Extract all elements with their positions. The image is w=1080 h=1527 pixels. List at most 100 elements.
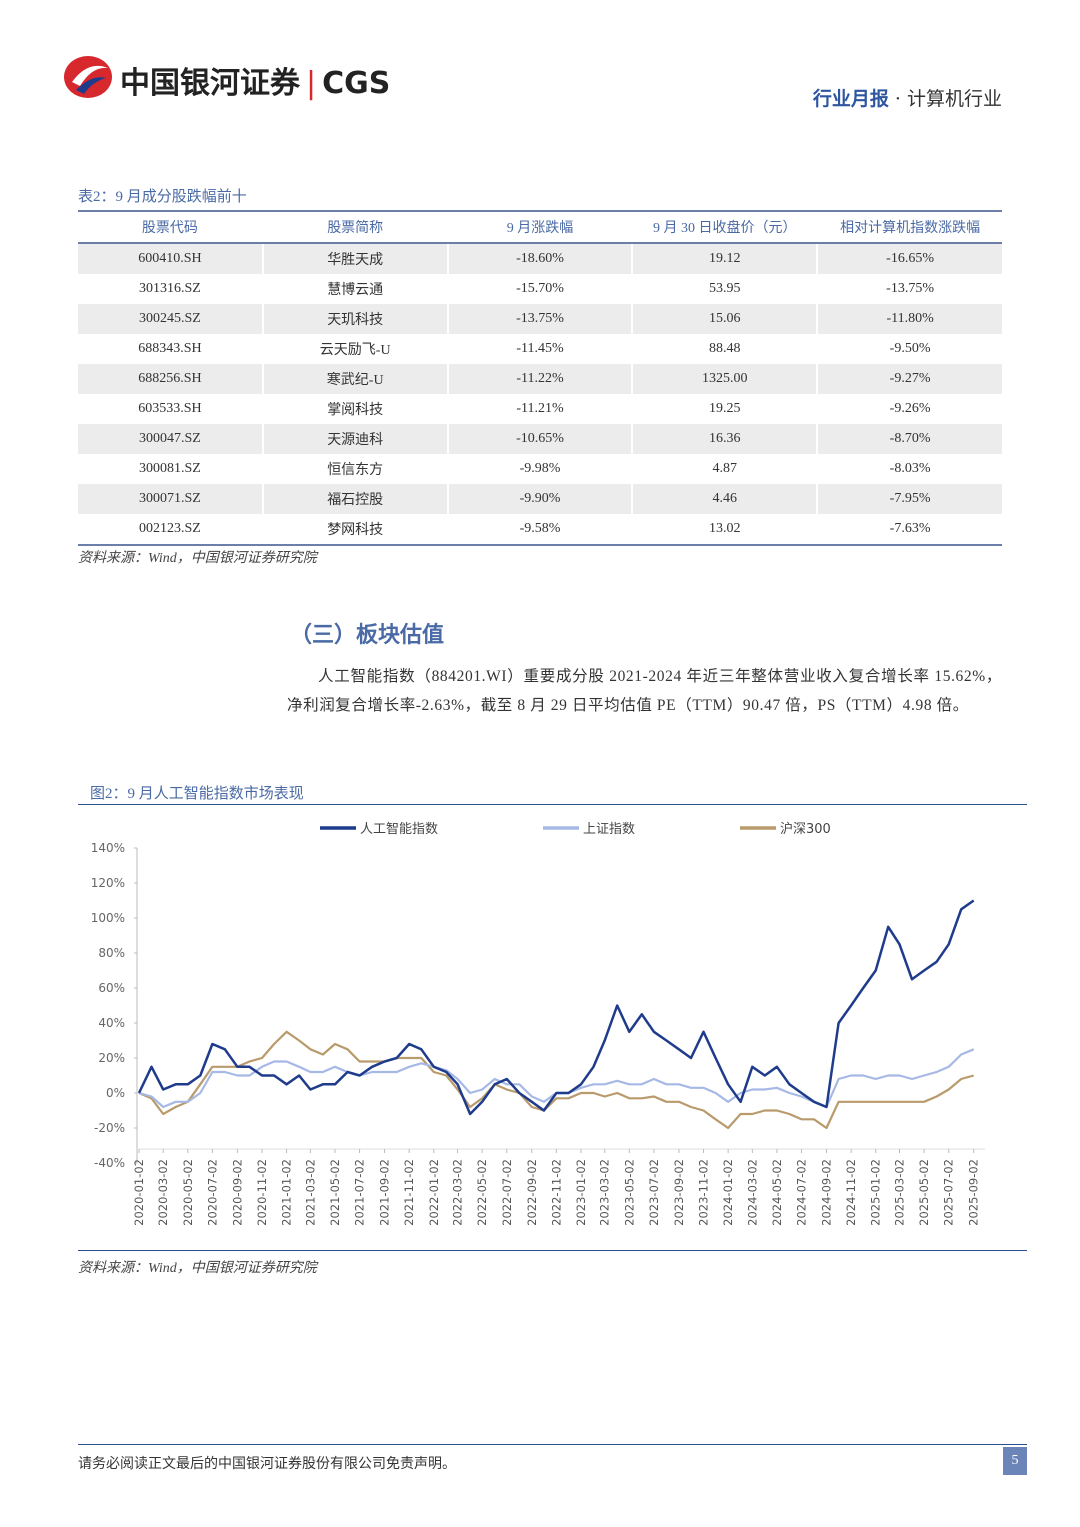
rule <box>78 1444 1027 1445</box>
chart-source: 资料来源：Wind，中国银河证券研究院 <box>78 1261 317 1276</box>
cell: 福石控股 <box>261 484 448 514</box>
row: 603533.SH 掌阅科技 -11.21% 19.25 -9.26% <box>78 394 1002 424</box>
cell: 慧博云通 <box>261 274 448 304</box>
cell: -11.21% <box>446 394 633 424</box>
x-tick-label: 2022-07-02 <box>500 1159 514 1226</box>
x-tick-label: 2023-07-02 <box>647 1159 661 1226</box>
cell: -11.45% <box>446 334 633 364</box>
cell: 4.87 <box>631 454 818 484</box>
disclaimer: 请务必阅读正文最后的中国银河证券股份有限公司免责声明。 <box>78 1457 456 1472</box>
row: 600410.SH 华胜天成 -18.60% 19.12 -16.65% <box>78 243 1002 274</box>
row: 301316.SZ 慧博云通 -15.70% 53.95 -13.75% <box>78 274 1002 304</box>
cell: 300071.SZ <box>78 484 263 514</box>
cell: 600410.SH <box>78 243 263 274</box>
x-tick-label: 2023-09-02 <box>672 1159 686 1226</box>
cell: 19.25 <box>631 394 818 424</box>
chart-title: 图2：9 月人工智能指数市场表现 <box>90 786 304 802</box>
cell: -15.70% <box>446 274 633 304</box>
x-tick-label: 2020-03-02 <box>156 1159 170 1226</box>
cell: 4.46 <box>631 484 818 514</box>
header-right: 行业月报 · 计算机行业 <box>813 84 1002 111</box>
cell: -18.60% <box>446 243 633 274</box>
cell: 15.06 <box>631 304 818 334</box>
cell: 寒武纪-U <box>261 364 448 394</box>
y-tick-label: 120% <box>91 876 125 890</box>
x-tick-label: 2020-01-02 <box>132 1159 146 1226</box>
rule <box>78 1250 1027 1251</box>
x-tick-label: 2022-09-02 <box>525 1159 539 1226</box>
x-tick-label: 2025-07-02 <box>942 1159 956 1226</box>
separator: · <box>894 88 901 110</box>
cell: -9.90% <box>446 484 633 514</box>
x-tick-label: 2021-01-02 <box>280 1159 294 1226</box>
cell: -11.80% <box>816 304 1002 334</box>
cell: -7.63% <box>816 514 1002 546</box>
x-tick-label: 2022-05-02 <box>475 1159 489 1226</box>
cell: 688343.SH <box>138 341 202 356</box>
series-line <box>138 1030 974 1130</box>
x-tick-label: 2022-03-02 <box>451 1159 465 1226</box>
cell: 梦网科技 <box>261 514 448 546</box>
row: 002123.SZ 梦网科技 -9.58% 13.02 -7.63% <box>78 514 1002 546</box>
report-type: 行业月报 <box>812 88 889 110</box>
x-tick-label: 2020-11-02 <box>255 1159 269 1226</box>
column-header: 相对计算机指数涨跌幅 <box>816 210 1002 244</box>
row: 300245.SZ 天玑科技 -13.75% 15.06 -11.80% <box>78 304 1002 334</box>
industry: 计算机行业 <box>906 88 1002 110</box>
logo-cn: 中国银河证券 <box>120 66 300 101</box>
x-tick-label: 2024-01-02 <box>721 1159 735 1226</box>
x-tick-label: 2023-05-02 <box>622 1159 636 1226</box>
cell: 天玑科技 <box>261 304 448 334</box>
x-tick-label: 2021-05-02 <box>328 1159 342 1226</box>
x-tick-label: 2021-07-02 <box>353 1159 367 1226</box>
cell: -8.03% <box>816 454 1002 484</box>
cell: -9.50% <box>816 334 1002 364</box>
cell: -9.26% <box>816 394 1002 424</box>
x-tick-label: 2020-07-02 <box>205 1159 219 1226</box>
y-tick-label: 100% <box>91 911 125 925</box>
y-tick-label: -40% <box>94 1156 125 1170</box>
cell: 天源迪科 <box>261 424 448 454</box>
column-header: 9 月 30 日收盘价（元） <box>631 210 818 244</box>
x-tick-label: 2024-03-02 <box>745 1159 759 1226</box>
cell: 002123.SZ <box>78 514 263 546</box>
cell: -11.22% <box>446 364 633 394</box>
cell: 53.95 <box>631 274 818 304</box>
column-header: 股票简称 <box>261 210 448 244</box>
legend-label: 沪深300 <box>780 821 831 837</box>
row: 300047.SZ 天源迪科 -10.65% 16.36 -8.70% <box>78 424 1002 454</box>
logo-en: CGS <box>322 66 391 101</box>
column-header: 9 月涨跌幅 <box>446 210 633 244</box>
x-tick-label: 2023-01-02 <box>574 1159 588 1226</box>
header-row: 股票代码 股票简称 9 月涨跌幅 9 月 30 日收盘价（元） 相对计算机指数涨跌幅 <box>78 210 1002 244</box>
y-tick-label: -20% <box>94 1121 125 1135</box>
cell: 华胜天成 <box>261 243 448 274</box>
legend-label: 上证指数 <box>583 822 635 837</box>
x-tick-label: 2024-11-02 <box>844 1159 858 1226</box>
rule <box>78 804 1027 805</box>
cell: -9.58% <box>446 514 633 546</box>
row: 688343.SH 云天励飞-U -11.45% 88.48 -9.50% <box>78 334 1002 364</box>
chart: -40% -20% 0% 20% 40% 60% 80% 100% 120% 140% 2020-0… <box>91 821 985 1226</box>
x-tick-label: 2020-05-02 <box>181 1159 195 1226</box>
x-tick-label: 2025-01-02 <box>869 1159 883 1226</box>
cell: 300245.SZ <box>78 304 263 334</box>
cell: 16.36 <box>631 424 818 454</box>
cell: 300081.SZ <box>138 461 201 476</box>
y-tick-label: 140% <box>91 841 125 855</box>
table: 股票代码 股票简称 9 月涨跌幅 9 月 30 日收盘价（元） 相对计算机指数涨跌幅 60… <box>78 210 1002 546</box>
cell: -9.27% <box>816 364 1002 394</box>
cell: 掌阅科技 <box>261 394 448 424</box>
cell: 603533.SH <box>138 401 202 416</box>
cell: 300047.SZ <box>78 424 263 454</box>
cell: -9.98% <box>446 454 633 484</box>
paragraph: 人工智能指数（884201.WI）重要成分股 2021-2024 年近三年整体营… <box>287 668 1002 714</box>
row: 300071.SZ 福石控股 -9.90% 4.46 -7.95% <box>78 484 1002 514</box>
column-header: 股票代码 <box>78 210 263 244</box>
table-caption: 表2：9 月成分股跌幅前十 <box>78 189 247 205</box>
x-tick-label: 2025-03-02 <box>893 1159 907 1226</box>
cell: 88.48 <box>631 334 818 364</box>
cell: 1325.00 <box>631 364 818 394</box>
x-tick-label: 2024-09-02 <box>820 1159 834 1226</box>
